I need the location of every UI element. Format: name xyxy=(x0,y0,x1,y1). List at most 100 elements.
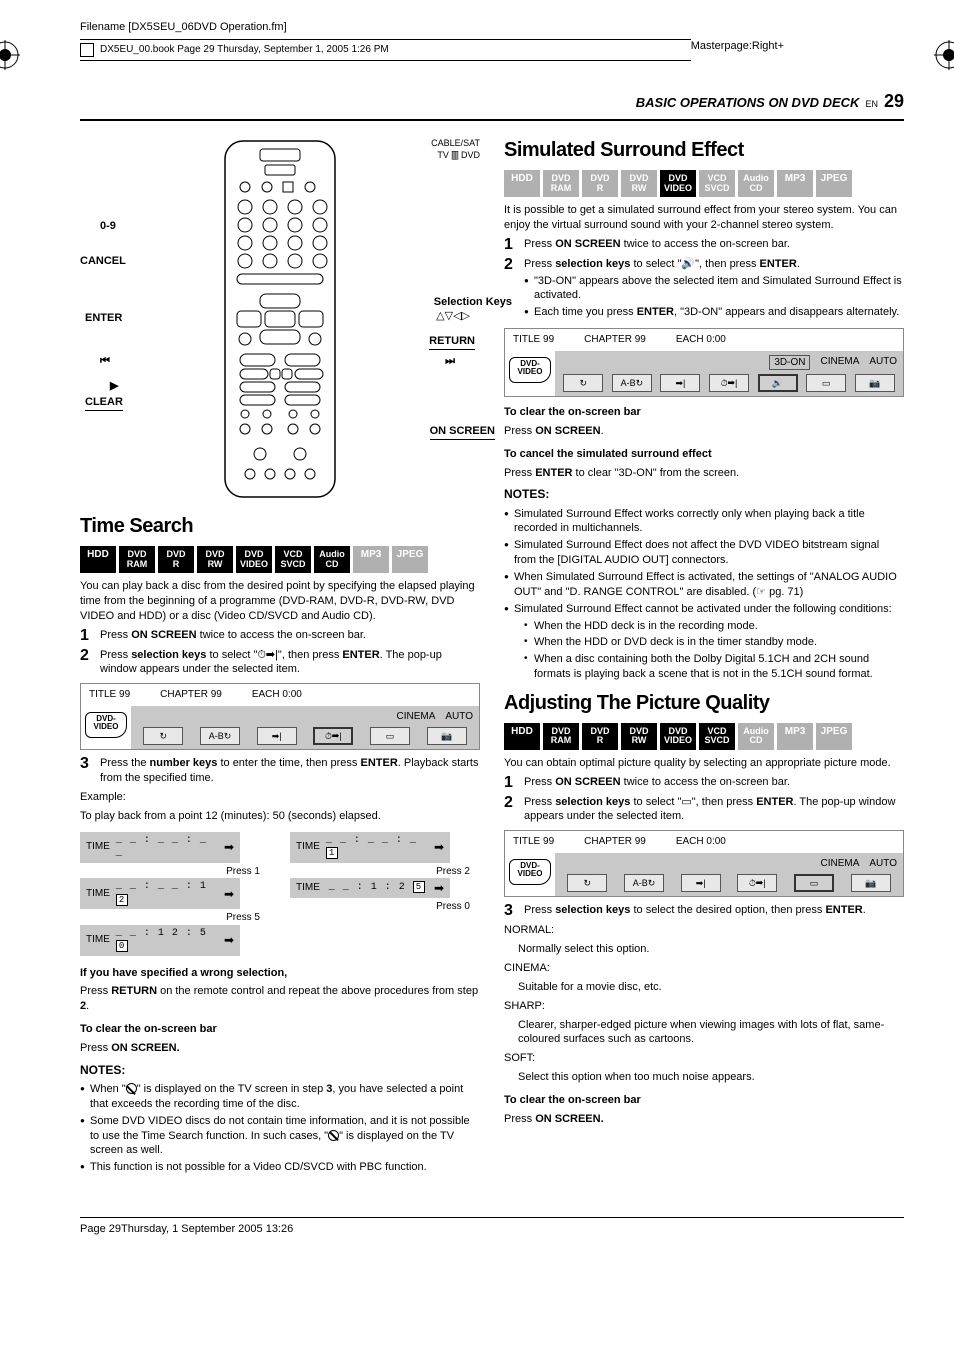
header-rule xyxy=(80,119,904,121)
time-search-chips: HDDDVDRAMDVDRDVDRWDVDVIDEOVCDSVCDAudioCD… xyxy=(80,546,480,573)
picture-chips: HDDDVDRAMDVDRDVDRWDVDVIDEOVCDSVCDAudioCD… xyxy=(504,723,904,750)
label-clear: CLEAR xyxy=(85,395,123,411)
label-prev: ⏮ xyxy=(100,354,110,369)
picture-options: NORMAL:Normally select this option.CINEM… xyxy=(504,923,904,1085)
ss-notes-head: NOTES: xyxy=(504,486,904,502)
ts-step3: 3 Press the number keys to enter the tim… xyxy=(80,756,480,786)
example-text: To play back from a point 12 (minutes): … xyxy=(80,809,480,824)
osd-icon: 📷 xyxy=(427,727,467,745)
media-chip: JPEG xyxy=(816,170,852,197)
picture-title: Adjusting The Picture Quality xyxy=(504,690,904,717)
osd-icon-time: ⏱➡| xyxy=(313,727,353,745)
label-selkeys-arrows: △▽◁▷ xyxy=(436,309,470,324)
ts-clear-head: To clear the on-screen bar xyxy=(80,1022,480,1037)
osd-icon: ▭ xyxy=(370,727,410,745)
media-chip: DVDR xyxy=(158,546,194,573)
label-tvdvd: TV 🀫 DVD xyxy=(437,149,480,161)
footer-text: Page 29Thursday, 1 September 2005 13:26 xyxy=(80,1223,293,1235)
ts-step1: 1 Press ON SCREEN twice to access the on… xyxy=(80,628,480,644)
label-selkeys: Selection Keys xyxy=(434,295,512,310)
media-chip: DVDRW xyxy=(621,723,657,750)
media-chip: DVDVIDEO xyxy=(236,546,272,573)
surround-chips: HDDDVDRAMDVDRDVDRWDVDVIDEOVCDSVCDAudioCD… xyxy=(504,170,904,197)
media-chip: DVDR xyxy=(582,170,618,197)
media-chip: HDD xyxy=(80,546,116,573)
footer: Page 29Thursday, 1 September 2005 13:26 xyxy=(80,1217,904,1237)
example-label: Example: xyxy=(80,790,480,805)
media-chip: DVDRAM xyxy=(543,723,579,750)
ss-intro: It is possible to get a simulated surrou… xyxy=(504,203,904,233)
ts-notes-head: NOTES: xyxy=(80,1062,480,1078)
osd-icon: ➡| xyxy=(257,727,297,745)
media-chip: HDD xyxy=(504,170,540,197)
right-column: Simulated Surround Effect HDDDVDRAMDVDRD… xyxy=(504,129,904,1177)
remote-svg xyxy=(205,139,355,499)
masterpage: Masterpage:Right+ xyxy=(691,39,784,54)
label-0-9: 0-9 xyxy=(100,219,116,234)
media-chip: DVDRW xyxy=(621,170,657,197)
ss-step2: 2 Press selection keys to select "🔊", th… xyxy=(504,257,904,322)
filename-line: Filename [DX5SEU_06DVD Operation.fm] xyxy=(80,20,904,35)
step-number: 1 xyxy=(80,628,94,644)
label-next: ⏭ xyxy=(445,354,455,369)
media-chip: AudioCD xyxy=(314,546,350,573)
page-number: 29 xyxy=(884,89,904,113)
media-chip: JPEG xyxy=(816,723,852,750)
ts-osd: TITLE 99 CHAPTER 99 EACH 0:00 DVD-VIDEO … xyxy=(80,683,480,750)
media-chip: MP3 xyxy=(777,170,813,197)
remote-diagram: 0-9 CANCEL ENTER ⏮ ▶ CLEAR CABLE/SAT TV … xyxy=(140,139,420,499)
pq-clear-head: To clear the on-screen bar xyxy=(504,1093,904,1108)
pq-osd: TITLE 99 CHAPTER 99 EACH 0:00 DVD-VIDEO … xyxy=(504,830,904,897)
wrong-head: If you have specified a wrong selection, xyxy=(80,966,480,981)
label-play: ▶ xyxy=(110,379,118,394)
surround-title: Simulated Surround Effect xyxy=(504,137,904,164)
label-return: RETURN xyxy=(429,334,475,350)
label-cancel: CANCEL xyxy=(80,254,126,269)
pq-step1: 1 Press ON SCREEN twice to access the on… xyxy=(504,775,904,791)
pq-intro: You can obtain optimal picture quality b… xyxy=(504,756,904,771)
pq-step2: 2 Press selection keys to select "▭", th… xyxy=(504,795,904,825)
pq-step3: 3 Press selection keys to select the des… xyxy=(504,903,904,919)
crop-mark-tr xyxy=(934,40,954,70)
ss-step1: 1 Press ON SCREEN twice to access the on… xyxy=(504,237,904,253)
ts-step2: 2 Press selection keys to select "⏱➡|", … xyxy=(80,648,480,678)
time-search-title: Time Search xyxy=(80,513,480,540)
ts-notes: When "" is displayed on the TV screen in… xyxy=(80,1082,480,1175)
media-chip: DVDRAM xyxy=(543,170,579,197)
label-onscreen: ON SCREEN xyxy=(430,424,495,440)
book-text: DX5EU_00.book Page 29 Thursday, Septembe… xyxy=(100,43,389,57)
media-chip: AudioCD xyxy=(738,723,774,750)
ts-intro: You can play back a disc from the desire… xyxy=(80,579,480,624)
media-chip: HDD xyxy=(504,723,540,750)
label-enter: ENTER xyxy=(85,311,122,326)
ss-clear-head: To clear the on-screen bar xyxy=(504,405,904,420)
osd-icon: ↻ xyxy=(143,727,183,745)
media-chip: VCDSVCD xyxy=(275,546,311,573)
media-chip: DVDRAM xyxy=(119,546,155,573)
media-chip: AudioCD xyxy=(738,170,774,197)
lang-label: EN xyxy=(865,98,878,110)
media-chip: JPEG xyxy=(392,546,428,573)
media-chip: DVDVIDEO xyxy=(660,170,696,197)
media-chip: DVDR xyxy=(582,723,618,750)
page-header: BASIC OPERATIONS ON DVD DECK EN 29 xyxy=(80,89,904,113)
ss-cancel-head: To cancel the simulated surround effect xyxy=(504,447,904,462)
left-column: 0-9 CANCEL ENTER ⏮ ▶ CLEAR CABLE/SAT TV … xyxy=(80,129,480,1177)
media-chip: DVDVIDEO xyxy=(660,723,696,750)
section-title: BASIC OPERATIONS ON DVD DECK xyxy=(636,94,860,112)
book-header: DX5EU_00.book Page 29 Thursday, Septembe… xyxy=(80,39,691,61)
media-chip: VCDSVCD xyxy=(699,723,735,750)
time-entry-boxes: TIME_ _ : _ _ : _ _➡Press 1TIME_ _ : _ _… xyxy=(80,832,480,958)
step-number: 3 xyxy=(80,756,94,772)
media-chip: VCDSVCD xyxy=(699,170,735,197)
step-number: 2 xyxy=(80,648,94,664)
crop-mark-tl xyxy=(0,40,20,70)
osd-icon: A-B↻ xyxy=(200,727,240,745)
media-chip: MP3 xyxy=(353,546,389,573)
book-icon xyxy=(80,43,94,57)
label-cable: CABLE/SAT xyxy=(431,137,480,149)
ss-osd: TITLE 99 CHAPTER 99 EACH 0:00 DVD-VIDEO … xyxy=(504,328,904,397)
media-chip: DVDRW xyxy=(197,546,233,573)
media-chip: MP3 xyxy=(777,723,813,750)
ss-notes: Simulated Surround Effect works correctl… xyxy=(504,507,904,682)
